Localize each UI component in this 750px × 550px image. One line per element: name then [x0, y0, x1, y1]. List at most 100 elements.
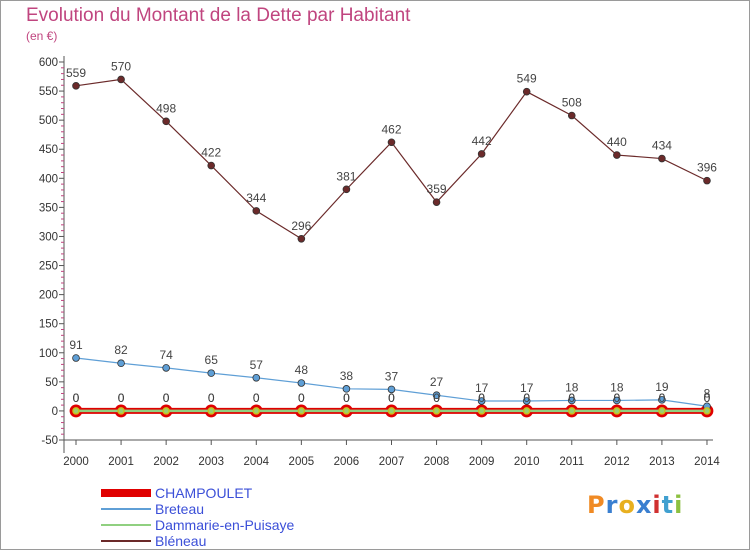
data-label: 570: [111, 59, 131, 73]
data-point: [567, 111, 576, 120]
legend-label: CHAMPOULET: [155, 485, 253, 501]
legend-label: Breteau: [155, 501, 205, 517]
data-label: 0: [298, 391, 305, 405]
x-tick-label: 2004: [243, 456, 269, 468]
x-tick-label: 2011: [559, 456, 584, 468]
legend-item: CHAMPOULET: [101, 485, 341, 501]
data-label: 559: [66, 66, 86, 80]
data-point: [432, 407, 441, 415]
data-point: [252, 373, 261, 382]
data-point: [72, 407, 80, 415]
y-tick-label: -50: [41, 435, 58, 447]
x-tick-label: 2005: [289, 456, 315, 468]
legend-swatch: [101, 524, 151, 526]
data-point: [162, 407, 170, 415]
data-label: 508: [562, 96, 582, 110]
legend-swatch: [101, 508, 151, 510]
data-label: 434: [652, 139, 672, 153]
data-label: 462: [381, 122, 401, 136]
data-point: [207, 407, 215, 415]
data-label: 18: [565, 380, 579, 394]
data-point: [117, 407, 125, 415]
x-tick-label: 2007: [379, 456, 405, 468]
data-label: 296: [291, 219, 311, 233]
data-point: [567, 396, 576, 405]
data-point: [613, 396, 621, 405]
data-label: 0: [343, 391, 350, 405]
legend-item: Breteau: [101, 501, 341, 517]
data-label: 440: [607, 135, 627, 149]
data-label: 19: [655, 380, 669, 394]
y-tick-label: 500: [39, 115, 58, 127]
data-point: [387, 385, 396, 394]
data-label: 18: [610, 380, 624, 394]
series-dammarie-en-puisaye: 0 0 0 0 0 0 0 0 0 0 0 0 0 0 0: [72, 391, 711, 415]
data-label: 422: [201, 146, 221, 160]
x-tick-label: 2008: [424, 456, 450, 468]
data-point: [658, 407, 666, 415]
data-label: 0: [208, 391, 215, 405]
data-point: [342, 407, 351, 415]
y-tick-label: 400: [39, 173, 58, 185]
legend-swatch: [101, 540, 151, 542]
data-point: [387, 407, 396, 415]
legend-item: Dammarie-en-Puisaye: [101, 517, 341, 533]
data-point: [117, 359, 125, 368]
data-point: [207, 161, 216, 170]
chart-title: Evolution du Montant de la Dette par Hab…: [26, 5, 411, 26]
data-point: [117, 75, 125, 84]
data-label: 37: [385, 369, 399, 383]
data-label: 498: [156, 101, 176, 115]
data-point: [252, 207, 261, 215]
data-label: 0: [253, 391, 260, 405]
x-tick-label: 2013: [649, 456, 675, 468]
y-tick-label: 350: [39, 202, 58, 214]
data-label: 0: [704, 391, 711, 405]
data-point: [297, 407, 306, 415]
y-tick-label: 450: [39, 144, 58, 156]
data-label: 0: [73, 391, 80, 405]
y-tick-label: 300: [39, 231, 58, 243]
data-point: [658, 396, 666, 404]
series-breteau: 91 82 74 65 57 48 38 37 27 17 17 18 18 19 8: [69, 338, 711, 411]
legend-swatch: [101, 489, 151, 497]
data-label: 0: [343, 391, 350, 405]
x-tick-label: 2001: [108, 456, 134, 468]
data-label: 0: [163, 391, 170, 405]
data-label: 91: [69, 338, 83, 352]
legend: CHAMPOULET Breteau Dammarie-en-Puisaye Blén…: [101, 485, 341, 549]
data-label: 0: [388, 391, 395, 405]
data-label: 0: [73, 391, 80, 405]
data-point: [297, 234, 306, 243]
data-label: 0: [118, 391, 125, 405]
x-tick-label: 2010: [514, 456, 540, 468]
y-tick-label: 150: [39, 319, 58, 331]
data-label: 82: [114, 343, 128, 357]
data-label: 396: [697, 161, 717, 175]
data-point: [477, 397, 486, 405]
data-label: 0: [704, 391, 711, 405]
data-point: [387, 138, 396, 147]
data-point: [477, 150, 486, 158]
data-point: [297, 379, 306, 387]
data-point: [522, 87, 531, 96]
data-point: [72, 354, 80, 362]
y-tick-label: 250: [39, 261, 58, 273]
data-point: [162, 117, 170, 126]
x-tick-label: 2014: [694, 456, 720, 468]
data-point: [522, 397, 531, 405]
data-label: 0: [433, 391, 440, 405]
data-label: 0: [118, 391, 125, 405]
data-label: 0: [388, 391, 395, 405]
y-tick-label: 550: [39, 86, 58, 98]
proxiti-logo: Proxiti: [587, 491, 684, 519]
data-point: [342, 185, 351, 194]
data-label: 0: [163, 391, 170, 405]
chart-unit: (en €): [26, 29, 58, 43]
y-tick-label: 50: [45, 377, 58, 389]
y-tick-label: 600: [39, 57, 58, 69]
data-point: [658, 154, 666, 163]
data-label: 549: [517, 72, 537, 86]
data-point: [703, 176, 711, 185]
data-label: 0: [613, 391, 620, 405]
